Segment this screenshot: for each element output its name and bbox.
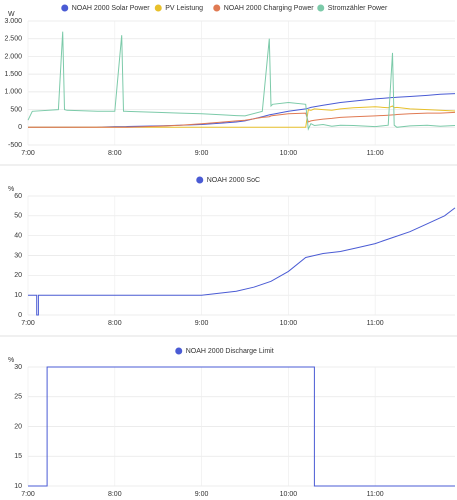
legend-marker (196, 176, 204, 184)
x-tick-label: 11:00 (367, 150, 384, 157)
legend-marker (317, 4, 325, 12)
series-line (28, 105, 456, 128)
x-tick-label: 9:00 (195, 491, 209, 498)
y-tick-label: -500 (8, 142, 22, 149)
x-tick-label: 10:00 (280, 491, 298, 498)
series-line (28, 366, 455, 487)
y-tick-label: 500 (10, 106, 22, 113)
series-line (28, 93, 456, 128)
x-tick-label: 10:00 (280, 320, 298, 327)
legend-marker (175, 347, 183, 355)
y-tick-label: 30 (14, 252, 22, 259)
y-tick-label: 40 (14, 233, 22, 240)
x-tick-label: 8:00 (108, 491, 122, 498)
x-tick-label: 8:00 (108, 320, 122, 327)
legend-marker (61, 4, 69, 12)
series-line (28, 207, 456, 316)
x-tick-label: 9:00 (195, 320, 209, 327)
legend-label: Stromzähler Power (328, 5, 388, 12)
legend-label: PV Leistung (165, 5, 203, 12)
y-tick-label: 60 (14, 193, 22, 200)
y-tick-label: 1.500 (4, 71, 22, 78)
y-tick-label: 20 (14, 272, 22, 279)
y-tick-label: 15 (14, 453, 22, 460)
y-tick-label: 1.000 (4, 89, 22, 96)
y-axis-label: % (8, 357, 14, 364)
x-tick-label: 7:00 (21, 491, 35, 498)
x-tick-label: 8:00 (108, 150, 122, 157)
x-tick-label: 11:00 (367, 491, 384, 498)
y-tick-label: 2.000 (4, 53, 22, 60)
x-tick-label: 11:00 (367, 320, 384, 327)
x-tick-label: 10:00 (280, 150, 298, 157)
y-tick-label: 30 (14, 364, 22, 371)
y-tick-label: 0 (18, 124, 22, 131)
x-tick-label: 7:00 (21, 150, 35, 157)
x-tick-label: 7:00 (21, 320, 35, 327)
y-tick-label: 0 (18, 312, 22, 319)
y-tick-label: 10 (14, 483, 22, 490)
y-tick-label: 2.500 (4, 36, 22, 43)
series-line (27, 31, 456, 131)
x-tick-label: 9:00 (195, 150, 209, 157)
y-tick-label: 10 (14, 292, 22, 299)
y-axis-label: % (8, 186, 14, 193)
legend-marker (154, 4, 162, 12)
y-axis-label: W (8, 11, 15, 18)
legend-label: NOAH 2000 SoC (207, 177, 260, 184)
y-tick-label: 25 (14, 394, 22, 401)
y-tick-label: 3.000 (4, 18, 22, 25)
legend-label: NOAH 2000 Discharge Limit (186, 348, 274, 355)
legend-label: NOAH 2000 Charging Power (224, 5, 315, 12)
series-line (28, 111, 456, 128)
legend-marker (213, 4, 221, 12)
y-tick-label: 20 (14, 423, 22, 430)
y-tick-label: 50 (14, 213, 22, 220)
legend-label: NOAH 2000 Solar Power (72, 5, 150, 12)
